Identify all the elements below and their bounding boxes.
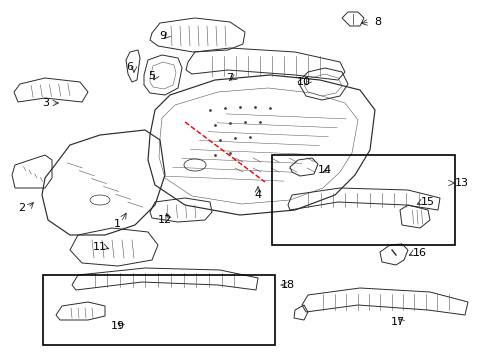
Text: 6: 6 xyxy=(126,62,133,72)
Text: 2: 2 xyxy=(19,203,25,213)
Text: 4: 4 xyxy=(254,190,261,200)
Text: 13: 13 xyxy=(454,178,468,188)
Text: 10: 10 xyxy=(296,77,310,87)
Text: 3: 3 xyxy=(42,98,49,108)
Text: 9: 9 xyxy=(159,31,166,41)
Text: 14: 14 xyxy=(317,165,331,175)
Text: 19: 19 xyxy=(111,321,125,331)
Text: 5: 5 xyxy=(148,71,155,81)
Text: 8: 8 xyxy=(374,17,381,27)
Text: 17: 17 xyxy=(390,317,404,327)
Text: 1: 1 xyxy=(113,219,120,229)
Text: 12: 12 xyxy=(158,215,172,225)
Bar xyxy=(43,275,274,345)
Text: 16: 16 xyxy=(412,248,426,258)
Bar xyxy=(271,155,454,245)
Text: 18: 18 xyxy=(281,280,294,290)
Text: 15: 15 xyxy=(420,197,434,207)
Text: 7: 7 xyxy=(226,73,233,83)
Text: 11: 11 xyxy=(93,242,107,252)
